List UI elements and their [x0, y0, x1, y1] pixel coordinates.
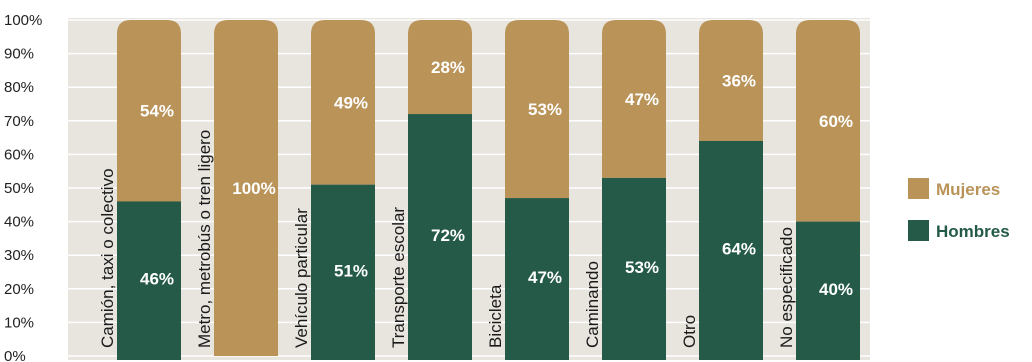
bar-hombres	[408, 114, 472, 360]
legend-label: Hombres	[936, 222, 1010, 241]
bar-mujeres	[311, 20, 375, 185]
bar-mujeres	[602, 20, 666, 178]
y-tick-label: 100%	[4, 12, 42, 29]
bars: 54% 46% Camión, taxi o colectivo 100% Metro,…	[98, 20, 860, 360]
y-tick-label: 60%	[4, 146, 34, 163]
data-label-hombres: 40%	[819, 280, 853, 299]
legend-swatch	[908, 178, 929, 199]
bar-hombres	[117, 201, 181, 360]
y-tick-label: 70%	[4, 113, 34, 130]
legend-swatch	[908, 220, 929, 241]
legend-label: Mujeres	[936, 180, 1000, 199]
bar-hombres	[602, 177, 666, 360]
data-label-hombres: 53%	[625, 258, 659, 277]
data-label-hombres: 51%	[334, 261, 368, 280]
data-label-hombres: 72%	[431, 226, 465, 245]
data-label-mujeres: 100%	[232, 179, 275, 198]
y-tick-label: 20%	[4, 281, 34, 298]
data-label-mujeres: 49%	[334, 93, 368, 112]
bar-hombres	[505, 198, 569, 360]
category-label: Bicicleta	[486, 284, 505, 348]
y-tick-label: 30%	[4, 247, 34, 264]
bar-mujeres	[117, 20, 181, 202]
category-label: Metro, metrobús o tren ligero	[195, 130, 214, 348]
bar-mujeres	[408, 20, 472, 115]
category-label: No especificado	[777, 227, 796, 348]
bar-hombres	[796, 221, 860, 360]
bar-hombres	[699, 140, 763, 360]
data-label-hombres: 64%	[722, 239, 756, 258]
data-label-hombres: 47%	[528, 268, 562, 287]
y-tick-label: 80%	[4, 79, 34, 96]
bar-mujeres	[505, 20, 569, 199]
category-label: Vehículo particular	[292, 208, 311, 348]
category-label: Caminando	[583, 261, 602, 348]
y-tick-label: 0%	[4, 348, 26, 362]
data-label-mujeres: 36%	[722, 71, 756, 90]
category-label: Transporte escolar	[389, 207, 408, 348]
bar-hombres	[311, 184, 375, 360]
bar-mujeres	[796, 20, 860, 222]
legend: Mujeres Hombres	[908, 178, 1010, 241]
bar-mujeres	[214, 20, 278, 356]
data-label-mujeres: 60%	[819, 112, 853, 131]
y-tick-label: 10%	[4, 314, 34, 331]
data-label-mujeres: 28%	[431, 58, 465, 77]
category-label: Otro	[680, 315, 699, 348]
category-label: Camión, taxi o colectivo	[98, 168, 117, 348]
data-label-mujeres: 53%	[528, 100, 562, 119]
y-tick-label: 40%	[4, 214, 34, 231]
data-label-mujeres: 54%	[140, 102, 174, 121]
data-label-mujeres: 47%	[625, 90, 659, 109]
data-label-hombres: 46%	[140, 270, 174, 289]
y-tick-label: 50%	[4, 180, 34, 197]
bar-mujeres	[699, 20, 763, 141]
y-tick-label: 90%	[4, 46, 34, 63]
